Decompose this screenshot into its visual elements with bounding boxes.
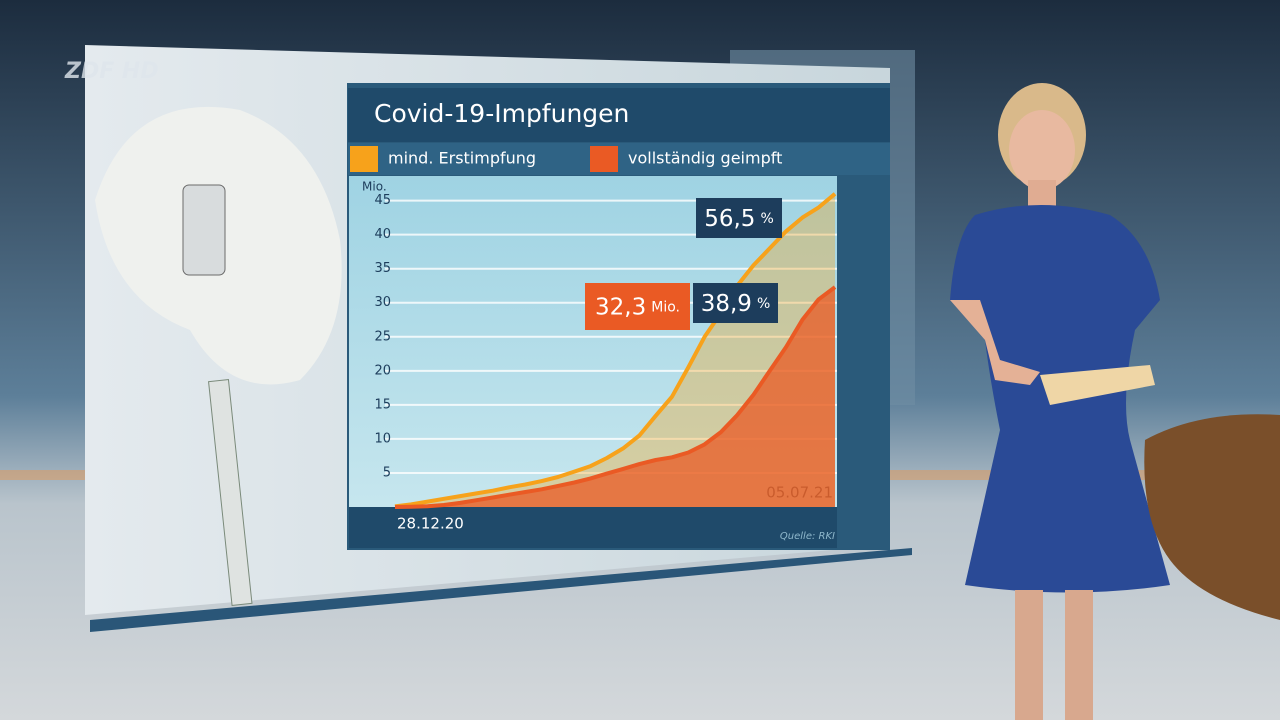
y-axis-label: Mio. (362, 180, 387, 194)
source: Quelle: RKI (780, 531, 835, 542)
channel-logo: ZDF HD (64, 59, 159, 84)
annotation-box (696, 198, 782, 238)
series-line (394, 285, 837, 509)
y-tick-label: 5 (383, 465, 391, 480)
annotation-box (693, 283, 778, 323)
neck (1028, 180, 1056, 210)
y-tick-label: 15 (374, 397, 391, 412)
series-line (394, 192, 837, 509)
title-bar (348, 88, 890, 142)
arm (950, 300, 1040, 385)
y-tick-label: 45 (374, 193, 391, 208)
annotation: 56,5% (704, 206, 774, 232)
x-tick-label: 28.12.20 (397, 515, 464, 533)
chart-title: Covid-19-Impfungen (374, 99, 629, 128)
y-tick-label: 25 (374, 329, 391, 344)
annotation-value: 32,3 (595, 294, 646, 320)
wall-base (90, 548, 912, 632)
y-tick-label: 10 (374, 431, 391, 446)
legend-swatch (590, 146, 618, 172)
desk (1144, 414, 1280, 620)
vial (182, 184, 226, 276)
y-tick-label: 35 (374, 261, 391, 276)
face (1009, 110, 1075, 190)
annotation-value: 38,9 (701, 291, 752, 317)
leg (1015, 590, 1043, 720)
presenter (950, 83, 1170, 720)
y-tick-label: 30 (374, 295, 391, 310)
syringe (208, 379, 253, 606)
y-tick-label: 20 (374, 363, 391, 378)
papers (1040, 365, 1155, 405)
annotation-unit: % (760, 211, 773, 227)
date-strip (349, 507, 837, 548)
legend-label: vollständig geimpft (628, 149, 782, 168)
annotation-box (585, 283, 690, 330)
annotation-unit: Mio. (651, 300, 680, 316)
annotation-value: 56,5 (704, 206, 755, 232)
annotation: 38,9% (701, 291, 771, 317)
annotation: 32,3 Mio. (595, 294, 680, 320)
leg (1065, 590, 1093, 720)
legend-bar (348, 143, 890, 175)
y-tick-label: 40 (374, 227, 391, 242)
annotation-unit: % (757, 296, 770, 312)
legend-label: mind. Erstimpfung (388, 149, 536, 168)
legend-swatch (350, 146, 378, 172)
series-area (395, 287, 835, 507)
